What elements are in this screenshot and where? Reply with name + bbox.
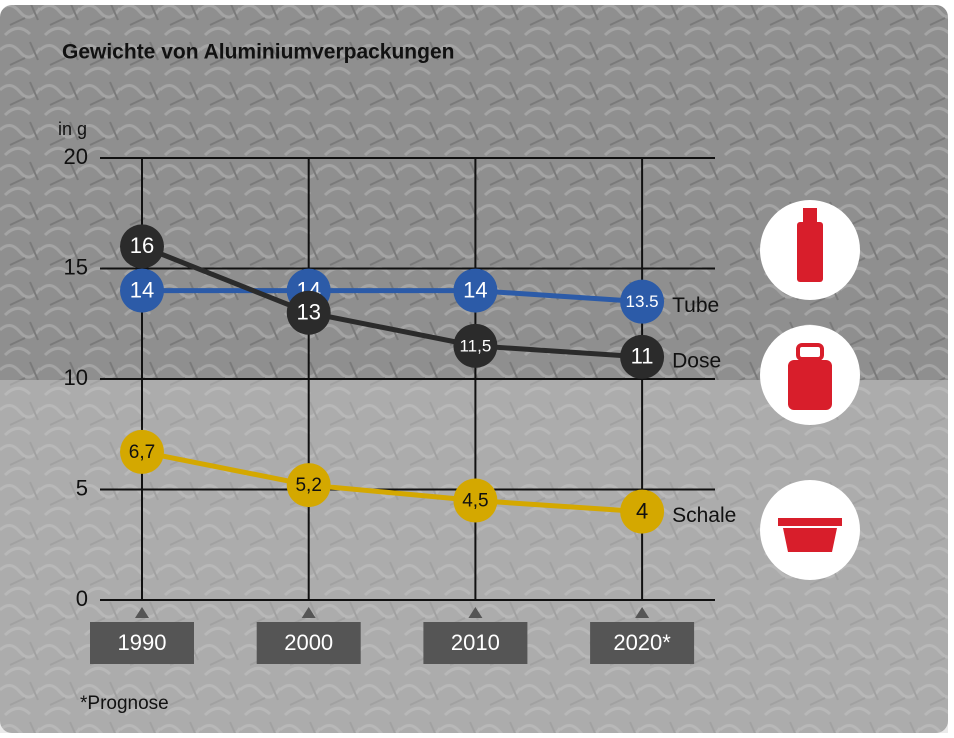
footnote: *Prognose — [80, 693, 169, 714]
y-axis-label: in g — [58, 119, 87, 139]
x-tick-label: 2020* — [613, 630, 671, 655]
data-label: 16 — [130, 233, 154, 258]
x-tick-label: 2010 — [451, 630, 500, 655]
legend-label: Schale — [672, 504, 736, 527]
y-tick-label: 5 — [76, 475, 88, 500]
data-label: 11,5 — [459, 336, 491, 355]
data-label: 4 — [636, 498, 648, 523]
y-tick-label: 0 — [76, 586, 88, 611]
x-tick-label: 1990 — [118, 630, 167, 655]
legend-label: Tube — [672, 294, 719, 317]
x-tick-label: 2000 — [284, 630, 333, 655]
chart: Gewichte von Aluminiumverpackungen in g … — [0, 0, 954, 733]
data-label: 6,7 — [129, 442, 155, 463]
data-label: 4,5 — [462, 491, 488, 512]
legend-label: Dose — [672, 349, 721, 372]
icons — [760, 200, 860, 580]
chart-title: Gewichte von Aluminiumverpackungen — [62, 41, 454, 64]
y-tick-label: 10 — [64, 365, 88, 390]
data-label: 13 — [296, 300, 320, 325]
data-label: 13.5 — [626, 292, 659, 311]
data-label: 14 — [463, 277, 487, 302]
data-label: 5,2 — [295, 475, 321, 496]
y-tick-label: 20 — [64, 144, 88, 169]
data-label: 11 — [631, 344, 654, 369]
data-label: 14 — [130, 277, 154, 302]
y-tick-label: 15 — [64, 254, 88, 279]
